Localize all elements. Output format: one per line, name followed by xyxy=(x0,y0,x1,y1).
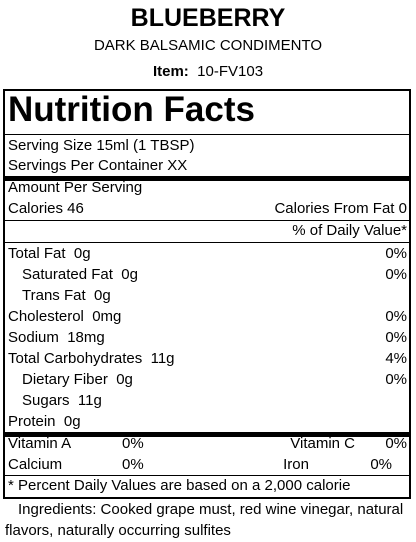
nutrient-row: Total Fat 0g xyxy=(8,244,91,264)
nutrient-amount: 11g xyxy=(150,350,175,367)
vitamin-dv: 0% xyxy=(370,456,392,473)
item-label: Item: xyxy=(152,63,189,80)
nutrient-dv: 0% xyxy=(385,245,407,262)
rule xyxy=(5,134,409,135)
nutrient-amount: 0g xyxy=(121,266,138,283)
nutrient-dv: 0% xyxy=(385,308,407,325)
nutrient-name: Saturated Fat xyxy=(22,266,113,283)
nutrient-amount: 0g xyxy=(73,245,91,262)
nutrient-row: Trans Fat 0g xyxy=(22,286,111,306)
nutrient-name: Sodium xyxy=(8,329,59,346)
footnote: * Percent Daily Values are based on a 2,… xyxy=(8,477,351,494)
nutrient-amount: 18mg xyxy=(67,329,105,346)
label-title: Nutrition Facts xyxy=(8,90,255,129)
serving-size: Serving Size 15ml (1 TBSP) xyxy=(8,137,195,154)
ingredients: Ingredients: Cooked grape must, red wine… xyxy=(5,501,404,539)
product-title: BLUEBERRY xyxy=(130,4,286,32)
nutrient-name: Cholesterol xyxy=(8,308,84,325)
nutrient-amount: 0g xyxy=(63,413,81,430)
vitamin-name: Vitamin A xyxy=(8,435,72,452)
nutrient-amount: 0g xyxy=(93,287,111,304)
nutrient-name: Total Carbohydrates xyxy=(8,350,143,367)
rule xyxy=(5,475,409,476)
nutrient-row: Sodium 18mg xyxy=(8,328,105,348)
nutrient-row: Saturated Fat 0g xyxy=(22,265,138,285)
nutrient-amount: 0g xyxy=(116,371,133,388)
servings-per-container: Servings Per Container XX xyxy=(8,157,188,174)
product-subtitle: DARK BALSAMIC CONDIMENTO xyxy=(93,37,323,54)
calories: Calories 46 xyxy=(8,200,84,217)
nutrient-amount: 0mg xyxy=(92,308,122,325)
vitamin-name: Vitamin C xyxy=(290,435,355,452)
nutrient-dv: 0% xyxy=(385,266,407,283)
rule xyxy=(5,242,409,243)
nutrient-row: Protein 0g xyxy=(8,412,81,432)
nutrient-name: Sugars xyxy=(22,392,70,409)
item-line: Item: 10-FV103 xyxy=(0,62,416,82)
nutrient-row: Cholesterol 0mg xyxy=(8,307,121,327)
vitamin-dv: 0% xyxy=(122,456,144,473)
amount-per-serving: Amount Per Serving xyxy=(8,179,143,196)
label-box xyxy=(3,89,411,499)
nutrient-name: Protein xyxy=(8,413,56,430)
nutrient-row: Total Carbohydrates 11g xyxy=(8,349,175,369)
rule xyxy=(5,432,409,437)
calories-from-fat: Calories From Fat 0 xyxy=(274,200,407,217)
vitamin-dv: 0% xyxy=(385,435,407,452)
vitamin-name: Calcium xyxy=(8,456,63,473)
vitamin-name: Iron xyxy=(283,456,309,473)
rule xyxy=(5,176,409,181)
nutrient-name: Total Fat xyxy=(8,245,66,262)
nutrient-name: Dietary Fiber xyxy=(22,371,108,388)
nutrient-dv: 0% xyxy=(385,371,407,388)
item-value: 10-FV103 xyxy=(197,63,264,80)
nutrient-dv: 4% xyxy=(385,350,407,367)
nutrient-row: Dietary Fiber 0g xyxy=(22,370,133,390)
daily-value-header: % of Daily Value* xyxy=(292,222,407,239)
nutrient-dv: 0% xyxy=(385,329,407,346)
rule xyxy=(5,220,409,221)
nutrient-amount: 11g xyxy=(77,392,102,409)
vitamin-dv: 0% xyxy=(122,435,144,452)
nutrient-name: Trans Fat xyxy=(22,287,86,304)
nutrient-row: Sugars 11g xyxy=(22,391,102,411)
